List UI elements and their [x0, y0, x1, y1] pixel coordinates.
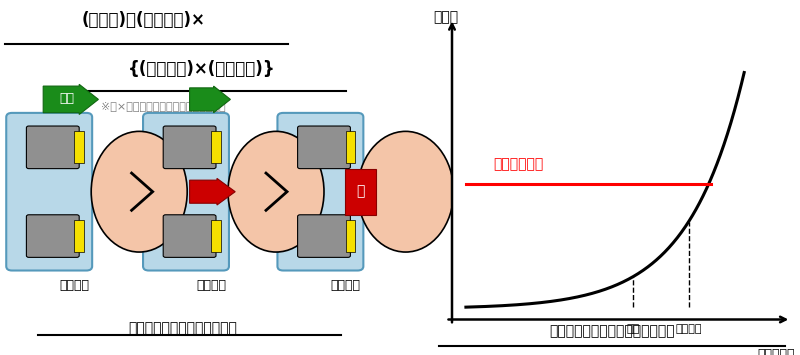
Text: {(停止性能)×(応答時間)}: {(停止性能)×(応答時間)} — [128, 60, 275, 78]
Text: ＜制動＞: ＜制動＞ — [196, 279, 226, 292]
FancyBboxPatch shape — [163, 215, 216, 257]
Text: ※「×」は単なる乗算ではありません。: ※「×」は単なる乗算ではありません。 — [101, 101, 226, 111]
Text: 移動: 移動 — [60, 92, 74, 105]
Text: 最大厚さ: 最大厚さ — [675, 324, 702, 334]
Bar — [346, 131, 355, 163]
Bar — [211, 220, 221, 252]
Bar — [346, 220, 355, 252]
Text: 人間の耐性値: 人間の耐性値 — [494, 157, 544, 171]
Text: センサの力学特性と基準値の関係: センサの力学特性と基準値の関係 — [549, 324, 675, 339]
FancyBboxPatch shape — [26, 126, 79, 169]
FancyBboxPatch shape — [26, 215, 79, 257]
Text: 検知: 検知 — [626, 324, 639, 334]
FancyBboxPatch shape — [6, 113, 92, 271]
Bar — [211, 131, 221, 163]
Bar — [74, 131, 84, 163]
Bar — [74, 220, 84, 252]
Text: ＜停止＞: ＜停止＞ — [330, 279, 361, 292]
FancyBboxPatch shape — [298, 126, 350, 169]
FancyArrow shape — [43, 84, 98, 114]
Bar — [345, 169, 376, 215]
Ellipse shape — [91, 131, 187, 252]
Text: (接触力)＝(表面剛性)×: (接触力)＝(表面剛性)× — [82, 11, 206, 29]
FancyBboxPatch shape — [298, 215, 350, 257]
Text: 押し込み量: 押し込み量 — [757, 348, 794, 355]
Text: 接触センサ作動の詳細な流れ: 接触センサ作動の詳細な流れ — [128, 321, 237, 335]
FancyArrow shape — [190, 86, 230, 113]
Text: ＜接触＞: ＜接触＞ — [59, 279, 90, 292]
Ellipse shape — [228, 131, 324, 252]
FancyBboxPatch shape — [278, 113, 363, 271]
Text: 力: 力 — [356, 185, 364, 199]
Text: 接触力: 接触力 — [433, 10, 458, 24]
FancyBboxPatch shape — [143, 113, 229, 271]
FancyArrow shape — [190, 178, 235, 205]
FancyBboxPatch shape — [163, 126, 216, 169]
Ellipse shape — [358, 131, 454, 252]
